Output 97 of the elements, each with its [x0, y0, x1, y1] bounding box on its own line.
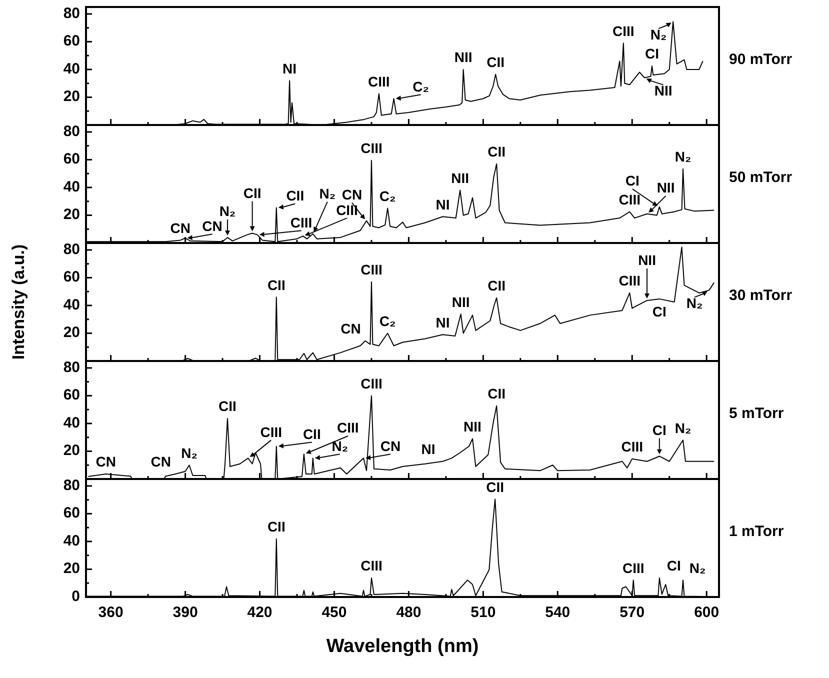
x-tick-label: 450	[322, 604, 347, 621]
annotation: CII	[488, 144, 506, 160]
annotation: NI	[421, 441, 436, 458]
annotation: CI	[666, 558, 681, 574]
x-tick-label: 600	[694, 604, 720, 621]
text: 30 mTorr	[729, 287, 792, 304]
annotation: CIII	[360, 262, 382, 278]
annotation: NII	[654, 82, 672, 99]
y-tick-label: 40	[63, 532, 80, 550]
annotation: CN	[96, 454, 116, 470]
annotation: CII	[243, 184, 262, 201]
annotation: C₂	[379, 312, 396, 329]
x-tick-label: 480	[396, 604, 422, 621]
text: 90 mTorr	[729, 51, 792, 68]
annotation: NI	[282, 60, 297, 76]
x-tick-label: 570	[620, 604, 645, 621]
y-tick-label: 60	[63, 32, 80, 50]
annotation: NII	[452, 294, 470, 310]
annotation: CIII	[621, 438, 644, 455]
y-tick-label: 80	[63, 122, 80, 140]
annotation: CN	[170, 220, 190, 236]
annotation: N₂	[319, 186, 336, 202]
y-axis-title: Intensity (a.u.)	[9, 244, 28, 360]
annotation: CII	[267, 518, 286, 535]
annotation: CIII	[360, 558, 382, 574]
annotation: N₂	[332, 438, 348, 454]
annotation: C₂	[379, 188, 396, 204]
x-tick-label: 390	[172, 604, 198, 621]
x-tick-label: 360	[98, 604, 124, 621]
y-tick-label: 60	[63, 386, 80, 404]
x-tick-label: 510	[470, 604, 496, 621]
annotation: NII	[656, 180, 675, 196]
annotation: CIII	[622, 560, 644, 576]
y-tick-label: 60	[63, 504, 80, 522]
annotation: N₂	[219, 203, 236, 220]
annotation: N₂	[674, 148, 692, 165]
annotation: N₂	[689, 560, 706, 576]
y-tick-label: 60	[63, 150, 80, 168]
annotation: CI	[652, 422, 666, 438]
annotation: CIII	[612, 22, 634, 39]
annotation: CI	[652, 304, 666, 320]
annotation: N₂	[674, 420, 692, 436]
annotation: CIII	[360, 375, 382, 392]
annotation: C₂	[412, 78, 429, 94]
annotation: NII	[638, 252, 656, 268]
annotation: N₂	[686, 294, 703, 311]
annotation: CI	[644, 46, 659, 62]
y-tick-label: 20	[63, 88, 80, 106]
y-tick-label: 20	[63, 442, 80, 460]
annotation: CII	[267, 276, 286, 293]
annotation: CN	[340, 320, 361, 337]
annotation: CN	[202, 218, 222, 234]
y-tick-label: 40	[63, 178, 80, 196]
annotation: NII	[451, 170, 470, 186]
annotation: CII	[486, 54, 505, 70]
y-tick-label: 40	[63, 414, 80, 432]
annotation: CII	[486, 478, 504, 495]
annotation: NII	[454, 49, 472, 66]
y-tick-label: 20	[63, 324, 80, 342]
y-tick-label: 80	[63, 240, 80, 258]
annotation: NII	[464, 418, 482, 434]
y-tick-label: 80	[63, 358, 80, 376]
y-tick-label: 40	[63, 60, 80, 78]
annotation: CII	[218, 398, 236, 414]
annotation: CIII	[336, 202, 358, 218]
annotation: NI	[436, 196, 450, 212]
annotation: CN	[150, 454, 171, 470]
annotation: CII	[286, 187, 304, 204]
annotation: NI	[436, 314, 450, 330]
text: 50 mTorr	[729, 169, 792, 186]
annotation: CII	[488, 386, 506, 402]
y-tick-label: 80	[63, 4, 80, 22]
annotation: CII	[488, 278, 506, 294]
annotation: N₂	[650, 26, 667, 42]
text: 1 mTorr	[729, 523, 784, 540]
text: 5 mTorr	[729, 405, 784, 422]
annotation: CIII	[337, 420, 359, 436]
annotation: CIII	[290, 214, 312, 230]
y-tick-label: 20	[63, 206, 80, 224]
y-tick-label: 80	[63, 476, 80, 494]
annotation: CIII	[618, 191, 641, 208]
annotation: CI	[625, 172, 640, 189]
x-tick-label: 540	[545, 604, 570, 621]
y-tick-label: 60	[63, 268, 80, 286]
x-tick-label: 420	[247, 604, 272, 621]
annotation: CII	[302, 426, 321, 442]
annotation: CN	[380, 438, 401, 454]
annotation: CIII	[618, 272, 641, 289]
annotation: CIII	[368, 73, 390, 90]
y-tick-label: 0	[72, 588, 80, 605]
y-tick-label: 20	[63, 560, 80, 578]
annotation: N₂	[181, 444, 198, 461]
x-axis-title: Wavelength (nm)	[326, 636, 479, 657]
y-tick-label: 40	[63, 296, 80, 314]
annotation: CIII	[360, 140, 382, 156]
annotation: CN	[342, 186, 362, 202]
annotation: CIII	[260, 424, 282, 440]
